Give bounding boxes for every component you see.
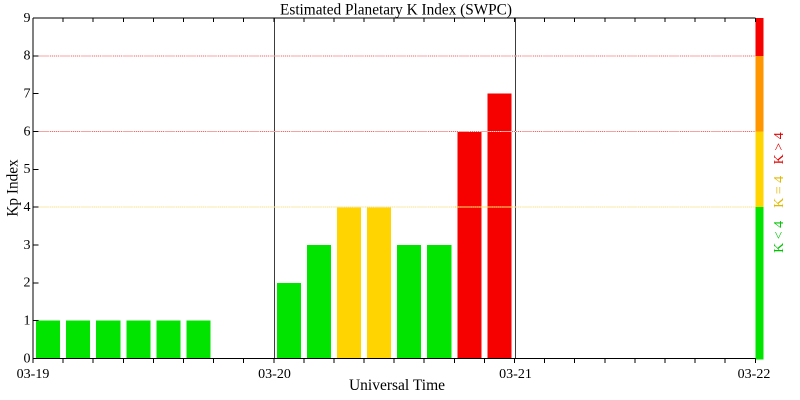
svg-text:2: 2	[24, 276, 31, 291]
svg-text:K = 4: K = 4	[772, 176, 787, 208]
svg-text:3: 3	[24, 238, 31, 253]
svg-text:03-21: 03-21	[499, 367, 532, 382]
svg-text:4: 4	[24, 200, 31, 215]
svg-text:7: 7	[24, 86, 31, 101]
svg-text:6: 6	[24, 124, 31, 139]
svg-text:5: 5	[24, 162, 31, 177]
svg-text:Universal Time: Universal Time	[349, 377, 445, 394]
svg-text:1: 1	[24, 313, 31, 328]
svg-text:03-19: 03-19	[17, 367, 50, 382]
svg-text:0: 0	[24, 351, 31, 366]
svg-text:K < 4: K < 4	[772, 221, 787, 253]
svg-text:9: 9	[24, 11, 31, 26]
svg-text:03-20: 03-20	[258, 367, 291, 382]
svg-text:Estimated Planetary K Index (S: Estimated Planetary K Index (SWPC)	[280, 2, 512, 19]
svg-text:8: 8	[24, 49, 31, 64]
svg-text:K > 4: K > 4	[772, 132, 787, 164]
svg-text:03-22: 03-22	[738, 367, 771, 382]
svg-text:Kp Index: Kp Index	[5, 159, 22, 217]
